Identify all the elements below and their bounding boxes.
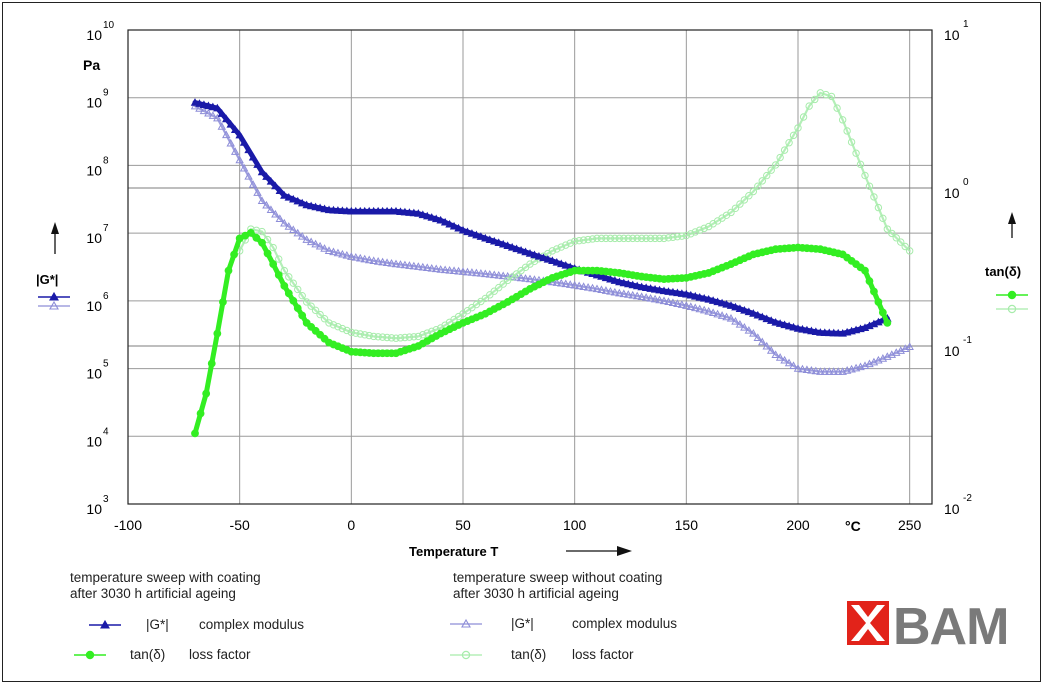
data-point xyxy=(208,360,215,367)
data-point xyxy=(225,267,232,274)
legend-with-g-symbol: |G*| xyxy=(146,617,169,633)
left-tick-exponent: 5 xyxy=(103,359,109,370)
left-tick-exponent: 4 xyxy=(103,426,109,437)
x-tick-label: 100 xyxy=(563,517,587,533)
x-tick-label: 0 xyxy=(347,517,355,533)
axis-legend-tan-without xyxy=(996,305,1028,312)
data-point xyxy=(285,290,292,297)
left-tick-exponent: 7 xyxy=(103,223,109,234)
data-point xyxy=(299,312,306,319)
axis-legend-tan-with xyxy=(996,291,1028,298)
bam-logo: BAM xyxy=(847,598,1033,648)
left-tick-exponent: 9 xyxy=(103,88,109,99)
x-tick-label: 50 xyxy=(455,517,471,533)
right-tick-label: 10 xyxy=(944,185,960,201)
left-tick-label: 10 xyxy=(86,501,102,517)
data-point xyxy=(875,299,882,306)
left-tick-label: 10 xyxy=(86,298,102,314)
legend-group-without-title: temperature sweep without coating after … xyxy=(453,570,662,602)
right-tick-label: 10 xyxy=(944,501,960,517)
data-point xyxy=(871,288,878,295)
x-tick-label: 200 xyxy=(786,517,810,533)
legend-group-with-line1: temperature sweep with coating xyxy=(70,570,261,585)
x-tick-label: -100 xyxy=(114,517,142,533)
legend-group-with-title: temperature sweep with coating after 303… xyxy=(70,570,261,602)
legend-marker xyxy=(1008,291,1015,298)
data-point xyxy=(247,229,254,236)
legend-with-g-marker xyxy=(89,621,121,628)
data-point xyxy=(231,251,238,258)
data-point xyxy=(270,261,277,268)
data-point xyxy=(290,297,297,304)
data-point xyxy=(281,283,288,290)
right-axis-label: tan(δ) xyxy=(985,264,1021,279)
left-tick-label: 10 xyxy=(86,162,102,178)
data-point xyxy=(203,390,210,397)
data-point xyxy=(259,239,266,246)
legend-without-tan-symbol: tan(δ) xyxy=(511,647,546,663)
data-point xyxy=(866,278,873,285)
legend-group-without-line2: after 3030 h artificial ageing xyxy=(453,586,619,601)
left-tick-label: 10 xyxy=(86,27,102,43)
data-point xyxy=(253,234,260,241)
left-tick-exponent: 10 xyxy=(103,20,115,31)
left-tick-exponent: 8 xyxy=(103,155,109,166)
left-tick-label: 10 xyxy=(86,230,102,246)
right-tick-exponent: -1 xyxy=(963,335,972,346)
data-point xyxy=(264,250,271,257)
right-tick-label: 10 xyxy=(944,27,960,43)
data-point xyxy=(862,267,869,274)
left-tick-label: 10 xyxy=(86,95,102,111)
x-axis-arrow xyxy=(566,546,632,556)
legend-without-g-symbol: |G*| xyxy=(511,616,534,632)
bam-logo-text: BAM xyxy=(893,598,1008,648)
left-axis-unit: Pa xyxy=(83,57,100,73)
legend-without-tan-desc: loss factor xyxy=(572,647,634,663)
data-point xyxy=(220,299,227,306)
x-axis-label: Temperature T xyxy=(409,544,498,559)
left-tick-label: 10 xyxy=(86,366,102,382)
left-axis-label: |G*| xyxy=(36,272,58,287)
axis-legend-g-without xyxy=(38,302,70,309)
x-axis-unit: °C xyxy=(845,518,861,534)
left-tick-exponent: 6 xyxy=(103,291,109,302)
right-axis-arrow xyxy=(1008,212,1016,238)
data-point xyxy=(884,320,891,327)
series-line xyxy=(195,233,887,433)
x-tick-label: 150 xyxy=(675,517,699,533)
legend-without-g-desc: complex modulus xyxy=(572,616,677,632)
left-tick-exponent: 3 xyxy=(103,494,109,505)
legend-with-g-desc: complex modulus xyxy=(199,617,304,633)
data-point xyxy=(294,305,301,312)
series-2 xyxy=(192,103,913,375)
right-tick-label: 10 xyxy=(944,343,960,359)
x-tick-label: 250 xyxy=(898,517,922,533)
data-point xyxy=(275,272,282,279)
left-axis-arrow xyxy=(51,222,59,254)
legend-without-g-marker xyxy=(450,620,482,627)
right-tick-exponent: -2 xyxy=(963,493,972,504)
data-point xyxy=(879,309,886,316)
right-tick-exponent: 1 xyxy=(963,19,969,30)
data-point xyxy=(197,410,204,417)
data-point xyxy=(214,330,221,337)
legend-with-tan-desc: loss factor xyxy=(189,647,251,663)
legend-without-tan-marker xyxy=(450,651,482,658)
axis-legend-g-with xyxy=(38,293,70,300)
legend-marker xyxy=(86,651,93,658)
legend-with-tan-symbol: tan(δ) xyxy=(130,647,165,663)
series-line xyxy=(195,102,887,333)
right-tick-exponent: 0 xyxy=(963,177,969,188)
legend-group-with-line2: after 3030 h artificial ageing xyxy=(70,586,236,601)
left-tick-label: 10 xyxy=(86,433,102,449)
x-tick-label: -50 xyxy=(230,517,250,533)
legend-with-tan-marker xyxy=(74,651,106,658)
data-point xyxy=(192,430,199,437)
legend-group-without-line1: temperature sweep without coating xyxy=(453,570,662,585)
